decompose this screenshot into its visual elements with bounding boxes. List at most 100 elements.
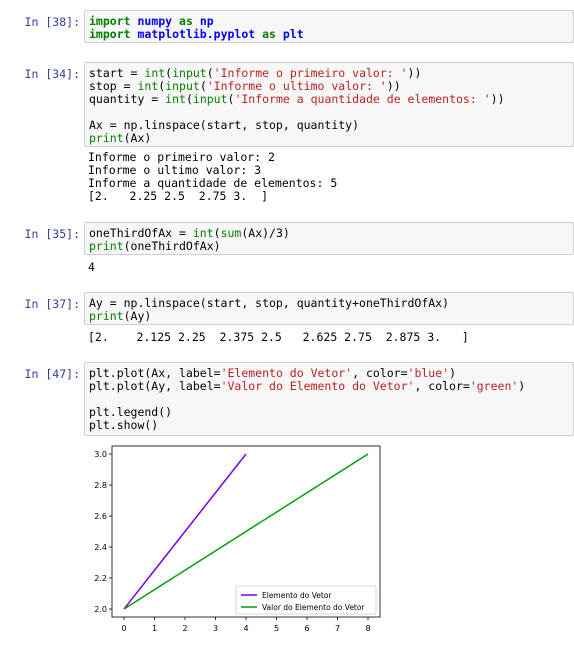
- x-tick-label: 4: [243, 624, 248, 633]
- series-line-0: [123, 453, 247, 610]
- code-input[interactable]: start = int(input('Informe o primeiro va…: [84, 62, 574, 147]
- series-line-1: [123, 453, 369, 610]
- code-line: import numpy as np: [89, 15, 569, 28]
- code-line: plt.plot(Ay, label='Valor do Elemento do…: [89, 380, 569, 393]
- code-token: as: [262, 27, 276, 41]
- code-token: , color=: [352, 366, 408, 380]
- code-token: ): [449, 366, 456, 380]
- code-token: (: [199, 79, 207, 93]
- x-tick-label: 1: [152, 624, 157, 633]
- code-token: quantity =: [89, 92, 166, 106]
- cell-prompt: In [47]:: [24, 367, 80, 381]
- code-token: 'Informe o primeiro valor: ': [213, 66, 408, 80]
- code-token: int: [165, 92, 186, 106]
- code-token: (: [165, 66, 173, 80]
- y-tick-label: 3.0: [94, 450, 107, 459]
- cell-prompt: In [37]:: [24, 297, 80, 311]
- code-token: Ay = np.linspace(start, stop, quantity+o…: [89, 296, 450, 310]
- code-token: import: [89, 14, 131, 28]
- code-line: print(Ay): [89, 310, 569, 323]
- code-token: (oneThirdOfAx): [123, 239, 221, 253]
- code-token: , color=: [414, 379, 470, 393]
- code-token: (: [206, 66, 214, 80]
- code-token: int: [192, 226, 214, 240]
- code-line: start = int(input('Informe o primeiro va…: [89, 67, 569, 80]
- code-token: int: [144, 66, 166, 80]
- code-token: 'Elemento do Vetor': [220, 366, 353, 380]
- code-token: (: [158, 79, 166, 93]
- cell-output: Informe o primeiro valor: 2 Informe o ul…: [88, 150, 338, 203]
- code-token: plt: [282, 27, 304, 41]
- cell-prompt: In [35]:: [24, 227, 80, 241]
- code-token: print: [89, 309, 124, 323]
- code-token: numpy: [137, 14, 173, 28]
- code-token: (Ax)/3): [241, 226, 290, 240]
- code-token: stop =: [89, 79, 138, 93]
- code-token: input: [192, 92, 228, 106]
- code-token: plt.plot(Ay, label=: [89, 379, 221, 393]
- code-line: print(Ax): [89, 132, 569, 145]
- code-token: (: [227, 92, 235, 106]
- cell-output: 4: [88, 260, 95, 274]
- cell-prompt: In [38]:: [24, 15, 80, 29]
- code-token: [172, 14, 179, 28]
- x-tick-label: 7: [335, 624, 340, 633]
- y-tick-label: 2.6: [94, 512, 107, 521]
- code-token: sum: [220, 226, 242, 240]
- x-tick-label: 0: [121, 624, 126, 633]
- code-token: plt.legend(): [89, 405, 173, 419]
- x-tick-label: 2: [182, 624, 187, 633]
- code-token: 'Informe o ultimo valor: ': [206, 79, 387, 93]
- code-token: print: [89, 131, 124, 145]
- code-token: input: [172, 66, 207, 80]
- code-input[interactable]: Ay = np.linspace(start, stop, quantity+o…: [84, 292, 574, 325]
- code-token: (: [213, 226, 221, 240]
- code-token: )): [490, 92, 505, 106]
- legend-label: Valor do Elemento do Vetor: [262, 603, 365, 612]
- legend-label: Elemento do Vetor: [262, 591, 332, 600]
- code-token: 'Informe a quantidade de elementos: ': [234, 92, 491, 106]
- code-token: [276, 27, 283, 41]
- code-token: (Ay): [123, 309, 152, 323]
- code-token: ): [518, 379, 526, 393]
- code-line: import matplotlib.pyplot as plt: [89, 28, 569, 41]
- cell-output: [2. 2.125 2.25 2.375 2.5 2.625 2.75 2.87…: [88, 330, 469, 344]
- x-tick-label: 5: [274, 624, 279, 633]
- code-line: plt.show(): [89, 419, 569, 432]
- code-token: 'Valor do Elemento do Vetor': [220, 379, 415, 393]
- code-token: Ax = np.linspace(start, stop, quantity): [89, 118, 360, 132]
- y-tick-label: 2.2: [94, 574, 107, 583]
- code-token: 'green': [469, 379, 519, 393]
- code-token: plt.plot(Ax, label=: [89, 366, 221, 380]
- code-token: input: [165, 79, 200, 93]
- x-tick-label: 8: [365, 624, 370, 633]
- code-token: )): [386, 79, 401, 93]
- code-line: plt.plot(Ax, label='Elemento do Vetor', …: [89, 367, 569, 380]
- code-token: (: [185, 92, 193, 106]
- line-chart: 0 1 2 3 4 5 6 7 8 2.0 2.2 2.4 2.6 2.8 3.0 Elemento do V…: [94, 445, 381, 633]
- y-tick-label: 2.8: [94, 481, 107, 490]
- code-line: quantity = int(input('Informe a quantida…: [89, 93, 569, 106]
- code-token: int: [137, 79, 159, 93]
- code-line: plt.legend(): [89, 406, 569, 419]
- code-line: oneThirdOfAx = int(sum(Ax)/3): [89, 227, 569, 240]
- code-line: print(oneThirdOfAx): [89, 240, 569, 253]
- code-token: plt.show(): [89, 418, 159, 432]
- code-token: matplotlib.pyplot: [137, 27, 256, 41]
- code-input[interactable]: oneThirdOfAx = int(sum(Ax)/3) print(oneTh…: [84, 222, 574, 255]
- code-token: )): [407, 66, 422, 80]
- x-tick-label: 6: [304, 624, 309, 633]
- code-token: np: [199, 14, 214, 28]
- code-token: print: [89, 239, 124, 253]
- code-input[interactable]: plt.plot(Ax, label='Elemento do Vetor', …: [84, 362, 574, 436]
- x-tick-label: 3: [213, 624, 218, 633]
- legend-box: [235, 585, 377, 615]
- code-token: 'blue': [407, 366, 450, 380]
- code-line: Ay = np.linspace(start, stop, quantity+o…: [89, 297, 569, 310]
- code-line: Ax = np.linspace(start, stop, quantity): [89, 119, 569, 132]
- code-line: stop = int(input('Informe o ultimo valor…: [89, 80, 569, 93]
- cell-prompt: In [34]:: [24, 67, 80, 81]
- code-token: import: [89, 27, 131, 41]
- code-token: (Ax): [123, 131, 152, 145]
- code-input[interactable]: import numpy as np import matplotlib.pypl…: [84, 10, 574, 43]
